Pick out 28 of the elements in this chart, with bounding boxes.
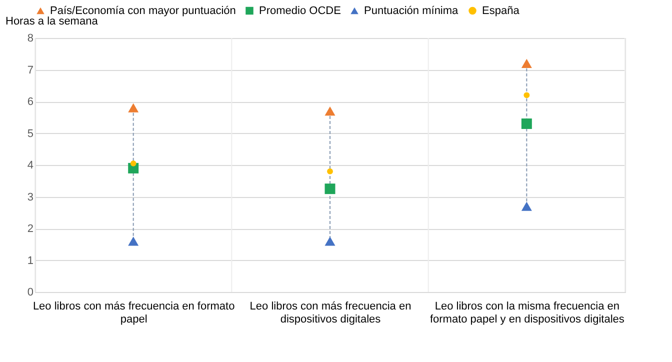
y-tick-label: 4 [27, 160, 34, 172]
legend-label: España [482, 4, 520, 17]
y-tick-label: 1 [27, 254, 34, 267]
x-tick-label: Leo libros con más frecuencia en formato papel [32, 300, 235, 326]
point [521, 58, 532, 68]
point [324, 184, 336, 194]
y-tick-label: 5 [27, 128, 34, 140]
legend-label: Puntuación mínima [364, 4, 460, 17]
x-tick-label: Leo libros con la misma frecuencia en formato papel y en dispositivos digitales [430, 300, 625, 326]
x-tick-label: Leo libros con más frecuencia en dispositivos digitales [250, 300, 412, 326]
y-tick-label: 6 [27, 96, 34, 108]
point [327, 168, 333, 174]
y-axis-title: Horas a la semana [6, 16, 99, 28]
legend-label: País/Economía con mayor puntuación [50, 4, 236, 17]
legend-label: Promedio OCDE [259, 4, 341, 17]
y-tick-label: 7 [27, 64, 34, 76]
y-tick-label: 2 [27, 223, 34, 235]
point [130, 160, 136, 166]
y-tick-label: 0 [27, 286, 34, 298]
y-tick-label: 3 [27, 191, 34, 204]
point [521, 202, 532, 211]
point [128, 236, 139, 246]
point [521, 118, 532, 129]
point [128, 103, 139, 112]
point [524, 92, 530, 98]
y-tick-label: 8 [27, 32, 34, 44]
point [324, 236, 336, 246]
point [324, 106, 336, 116]
